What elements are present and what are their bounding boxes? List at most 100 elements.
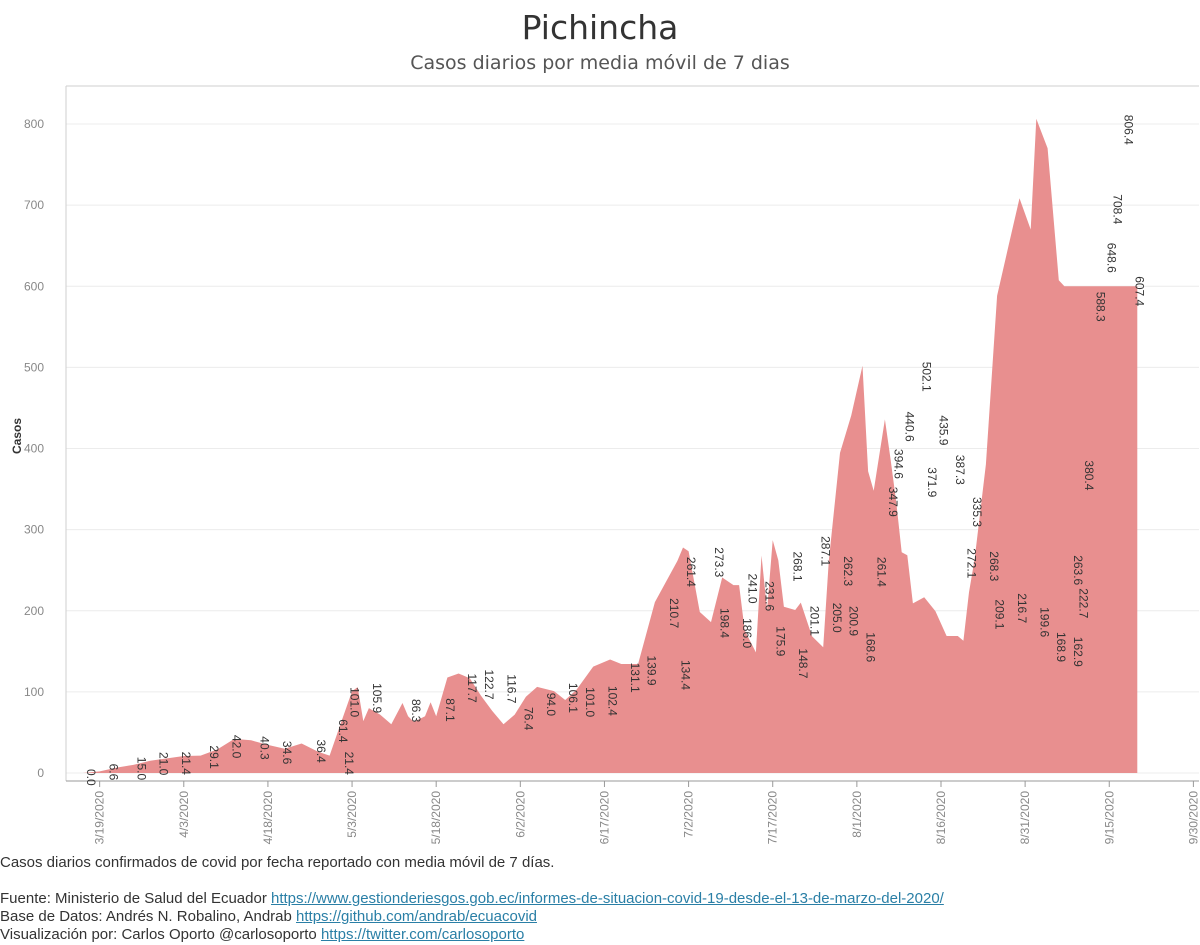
data-label: 287.1 (819, 536, 833, 566)
data-label: 210.7 (667, 598, 681, 628)
data-label: 61.4 (336, 719, 350, 743)
chart-subtitle: Casos diarios por media móvil de 7 dias (410, 52, 790, 74)
x-tick-label: 6/2/2020 (513, 791, 527, 838)
data-label: 186.0 (740, 618, 754, 648)
source-prefix: Fuente: Ministerio de Salud del Ecuador (0, 890, 271, 907)
data-label: 261.4 (684, 557, 698, 587)
data-label: 102.4 (606, 686, 620, 716)
y-axis-label: Casos (10, 418, 24, 454)
data-label: 0.0 (84, 769, 98, 786)
x-tick-label: 5/18/2020 (429, 791, 443, 845)
x-tick-label: 7/2/2020 (682, 791, 696, 838)
description-text: Casos diarios confirmados de covid por f… (0, 854, 555, 871)
data-label: 200.9 (847, 606, 861, 636)
data-label: 101.0 (347, 687, 361, 717)
data-label: 502.1 (920, 362, 934, 392)
data-label: 168.9 (1054, 632, 1068, 662)
data-label: 21.4 (342, 752, 356, 776)
x-tick-label: 9/30/2020 (1186, 791, 1200, 845)
x-tick-label: 8/1/2020 (850, 791, 864, 838)
plot-frame (65, 85, 1199, 782)
data-labels: 0.0 6.6 15.0 21.0 21.4 29.1 42.0 40.3 34.6 36.4 61… (84, 115, 1147, 786)
y-tick-label: 700 (24, 198, 44, 212)
data-label: 387.3 (953, 455, 967, 485)
data-label: 268.1 (791, 552, 805, 582)
y-tick-label: 0 (37, 766, 44, 780)
data-label: 105.9 (370, 683, 384, 713)
data-label: 222.7 (1077, 588, 1091, 618)
x-tick-label: 9/15/2020 (1102, 791, 1116, 845)
data-label: 806.4 (1122, 115, 1136, 145)
data-label: 42.0 (230, 735, 244, 759)
data-label: 394.6 (892, 449, 906, 479)
data-label: 40.3 (258, 736, 272, 760)
data-label: 648.6 (1105, 243, 1119, 273)
data-label: 122.7 (482, 670, 496, 700)
data-label: 268.3 (987, 551, 1001, 581)
y-tick-label: 800 (24, 117, 44, 131)
source-link[interactable]: https://www.gestionderiesgos.gob.ec/info… (271, 890, 944, 907)
data-label: 21.4 (179, 752, 193, 776)
data-label: 262.3 (841, 556, 855, 586)
area-chart: 0 100 200 300 400 500 600 700 800 3/19/2020 4/3/2… (10, 85, 1200, 844)
data-label: 241.0 (746, 574, 760, 604)
x-tick-label: 3/19/2020 (93, 791, 107, 845)
data-label: 209.1 (993, 599, 1007, 629)
data-label: 435.9 (936, 415, 950, 445)
data-label: 139.9 (645, 656, 659, 686)
data-label: 231.6 (763, 581, 777, 611)
data-label: 21.0 (157, 752, 171, 776)
data-label: 162.9 (1071, 637, 1085, 667)
data-label: 347.9 (886, 487, 900, 517)
data-label: 106.1 (566, 683, 580, 713)
data-label: 198.4 (718, 608, 732, 638)
y-tick-label: 100 (24, 685, 44, 699)
database-line: Base de Datos: Andrés N. Robalino, Andra… (0, 908, 1200, 926)
data-label: 134.4 (678, 660, 692, 690)
data-label: 36.4 (314, 740, 328, 764)
area-fill (66, 118, 1138, 774)
data-label: 148.7 (796, 648, 810, 678)
data-label: 15.0 (134, 757, 148, 781)
y-tick-label: 400 (24, 442, 44, 456)
visualization-line: Visualización por: Carlos Oporto @carlos… (0, 926, 1200, 944)
data-label: 273.3 (712, 547, 726, 577)
visualization-link[interactable]: https://twitter.com/carlosoporto (320, 926, 525, 943)
y-tick-label: 500 (24, 360, 44, 374)
data-label: 261.4 (875, 557, 889, 587)
data-label: 335.3 (970, 497, 984, 527)
data-label: 168.6 (864, 632, 878, 662)
data-label: 199.6 (1037, 607, 1051, 637)
data-label: 205.0 (830, 603, 844, 633)
database-prefix: Base de Datos: Andrés N. Robalino, Andra… (0, 908, 297, 925)
x-tick-label: 5/3/2020 (345, 791, 359, 838)
data-label: 201.1 (807, 606, 821, 636)
data-label: 708.4 (1110, 194, 1124, 224)
data-label: 76.4 (521, 707, 535, 731)
x-tick-label: 4/18/2020 (261, 791, 275, 845)
database-link[interactable]: https://github.com/andrab/ecuacovid (296, 908, 537, 925)
data-label: 34.6 (280, 741, 294, 765)
data-label: 117.7 (465, 674, 479, 703)
x-tick-label: 8/31/2020 (1018, 791, 1032, 845)
data-label: 6.6 (106, 764, 120, 781)
source-line: Fuente: Ministerio de Salud del Ecuador … (0, 890, 1200, 908)
x-tick-label: 4/3/2020 (177, 791, 191, 838)
visualization-prefix: Visualización por: Carlos Oporto @carlos… (0, 926, 321, 943)
data-label: 380.4 (1082, 460, 1096, 490)
data-label: 216.7 (1015, 593, 1029, 623)
data-label: 29.1 (207, 745, 221, 769)
chart-notes: Casos diarios confirmados de covid por f… (0, 854, 1200, 944)
chart-title: Pichincha (521, 8, 679, 47)
y-tick-label: 300 (24, 523, 44, 537)
data-label: 86.3 (409, 699, 423, 723)
data-label: 175.9 (774, 626, 788, 656)
data-label: 116.7 (505, 674, 519, 703)
x-axis-ticks: 3/19/2020 4/3/2020 4/18/2020 5/3/2020 5/18/2… (93, 781, 1200, 844)
area-series (66, 118, 1138, 774)
data-label: 263.6 (1071, 555, 1085, 585)
y-tick-label: 200 (24, 604, 44, 618)
data-label: 87.1 (443, 698, 457, 722)
data-label: 440.6 (903, 412, 917, 442)
x-tick-label: 7/17/2020 (766, 791, 780, 845)
